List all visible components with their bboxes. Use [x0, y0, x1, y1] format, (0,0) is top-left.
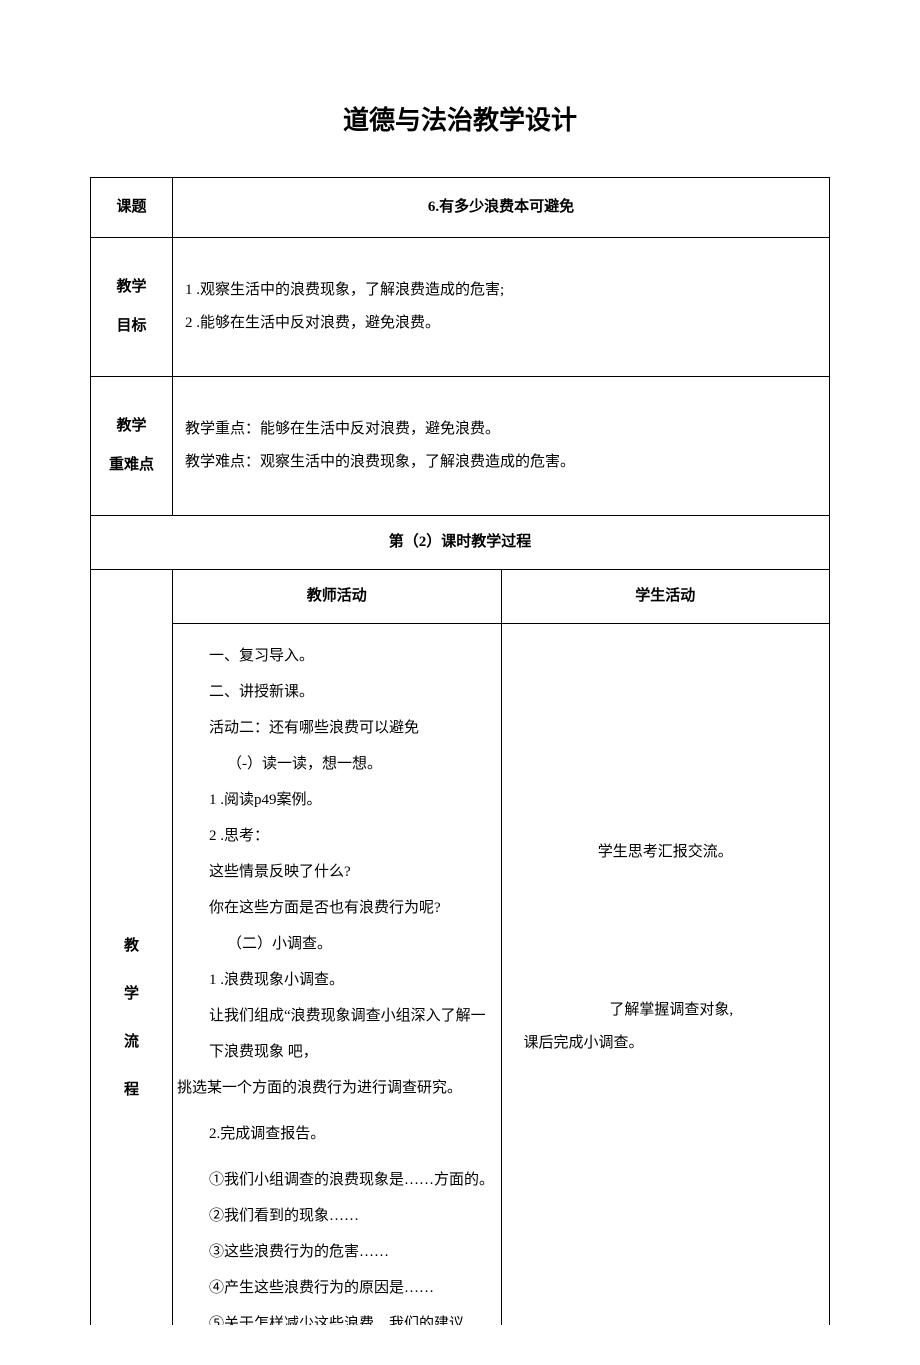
topic-row: 课题 6.有多少浪费本可避免 — [91, 178, 830, 238]
teacher-activity-content: 一、复习导入。 二、讲授新课。 活动二：还有哪些浪费可以避免 （-）读一读，想一… — [173, 624, 502, 1326]
goal-item-2: 2 .能够在生活中反对浪费，避免浪费。 — [185, 307, 817, 340]
goal-item-1: 1 .观察生活中的浪费现象，了解浪费造成的危害; — [185, 274, 817, 307]
ta-line: 2 .思考： — [177, 818, 497, 854]
ta-line: 活动二：还有哪些浪费可以避免 — [177, 710, 497, 746]
goals-label-line1: 教学 — [103, 268, 160, 307]
difficulties-label-line2: 重难点 — [103, 446, 160, 485]
ta-line: ①我们小组调查的浪费现象是……方面的。 — [177, 1162, 497, 1198]
difficulty-focus: 教学重点：能够在生活中反对浪费，避免浪费。 — [185, 413, 817, 446]
difficulties-label-line1: 教学 — [103, 407, 160, 446]
goals-label-line2: 目标 — [103, 307, 160, 346]
difficulty-hard: 教学难点：观察生活中的浪费现象，了解浪费造成的危害。 — [185, 446, 817, 479]
ta-line: ③这些浪费行为的危害…… — [177, 1234, 497, 1270]
ta-line: 2.完成调查报告。 — [177, 1116, 497, 1152]
student-activity-header: 学生活动 — [501, 570, 830, 624]
difficulties-content: 教学重点：能够在生活中反对浪费，避免浪费。 教学难点：观察生活中的浪费现象，了解… — [173, 377, 830, 516]
goals-row: 教学 目标 1 .观察生活中的浪费现象，了解浪费造成的危害; 2 .能够在生活中… — [91, 238, 830, 377]
activity-header-row: 教 学 流 程 教师活动 学生活动 — [91, 570, 830, 624]
ta-line: 让我们组成“浪费现象调查小组深入了解一下浪费现象 吧， — [177, 998, 497, 1070]
ta-line: 这些情景反映了什么? — [177, 854, 497, 890]
difficulties-row: 教学 重难点 教学重点：能够在生活中反对浪费，避免浪费。 教学难点：观察生活中的… — [91, 377, 830, 516]
goals-content: 1 .观察生活中的浪费现象，了解浪费造成的危害; 2 .能够在生活中反对浪费，避… — [173, 238, 830, 377]
ta-line-clipped: ⑤关于怎样减少这些浪费．我们的建议是…… — [177, 1306, 497, 1325]
ta-line: 挑选某一个方面的浪费行为进行调查研究。 — [177, 1070, 497, 1106]
teacher-activity-header: 教师活动 — [173, 570, 502, 624]
ta-line: 1 .浪费现象小调查。 — [177, 962, 497, 998]
lesson-plan-table: 课题 6.有多少浪费本可避免 教学 目标 1 .观察生活中的浪费现象，了解浪费造… — [90, 177, 830, 1325]
student-block-2-line1: 了解掌握调查对象, — [524, 994, 820, 1027]
student-block-2: 了解掌握调查对象, 课后完成小调查。 — [512, 994, 820, 1060]
flow-char-1: 教 — [103, 922, 160, 970]
topic-label: 课题 — [91, 178, 173, 238]
ta-line: 1 .阅读p49案例。 — [177, 782, 497, 818]
ta-line: ②我们看到的现象…… — [177, 1198, 497, 1234]
activity-content-row: 一、复习导入。 二、讲授新课。 活动二：还有哪些浪费可以避免 （-）读一读，想一… — [91, 624, 830, 1326]
ta-line: （-）读一读，想一想。 — [177, 746, 497, 782]
flow-char-4: 程 — [103, 1066, 160, 1114]
ta-line: 二、讲授新课。 — [177, 674, 497, 710]
flow-char-3: 流 — [103, 1018, 160, 1066]
student-block-1: 学生思考汇报交流。 — [512, 836, 820, 869]
ta-line: （二）小调查。 — [177, 926, 497, 962]
student-block-2-line2: 课后完成小调查。 — [524, 1027, 820, 1060]
section-header: 第（2）课时教学过程 — [91, 516, 830, 570]
topic-value: 6.有多少浪费本可避免 — [173, 178, 830, 238]
flow-char-2: 学 — [103, 970, 160, 1018]
ta-line: 你在这些方面是否也有浪费行为呢? — [177, 890, 497, 926]
flow-label: 教 学 流 程 — [91, 570, 173, 1326]
difficulties-label: 教学 重难点 — [91, 377, 173, 516]
page-title: 道德与法治教学设计 — [0, 100, 920, 137]
student-activity-content: 学生思考汇报交流。 了解掌握调查对象, 课后完成小调查。 — [501, 624, 830, 1326]
ta-line: 一、复习导入。 — [177, 638, 497, 674]
section-header-row: 第（2）课时教学过程 — [91, 516, 830, 570]
goals-label: 教学 目标 — [91, 238, 173, 377]
